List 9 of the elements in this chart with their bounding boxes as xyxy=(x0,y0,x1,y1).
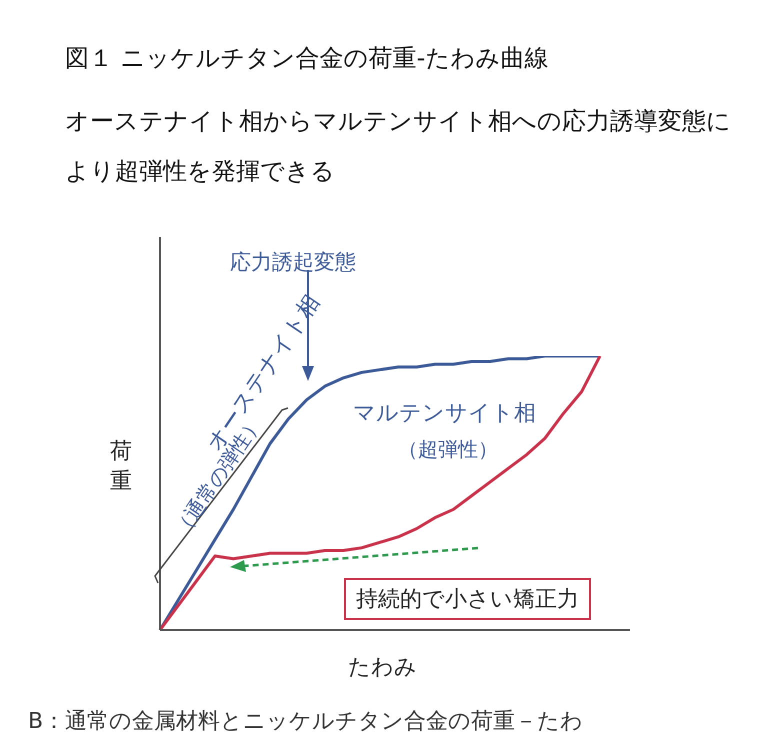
y-axis-title: 荷重 xyxy=(110,438,132,496)
annotation: （超弾性） xyxy=(398,436,498,463)
annotation: 持続的で小さい矯正力 xyxy=(344,578,591,620)
text: 応力誘起変態 xyxy=(230,249,356,276)
x-axis-title: たわみ xyxy=(348,654,417,682)
chart-subtitle: オーステナイト相からマルテンサイト相への応力誘導変態により超弾性を発揮できる xyxy=(65,106,732,187)
annotation: マルテンサイト相 xyxy=(353,400,536,428)
text: B：通常の金属材料とニッケルチタン合金の荷重－たわ xyxy=(28,708,584,736)
chart-title: 図１ ニッケルチタン合金の荷重-たわみ曲線 xyxy=(65,43,548,74)
